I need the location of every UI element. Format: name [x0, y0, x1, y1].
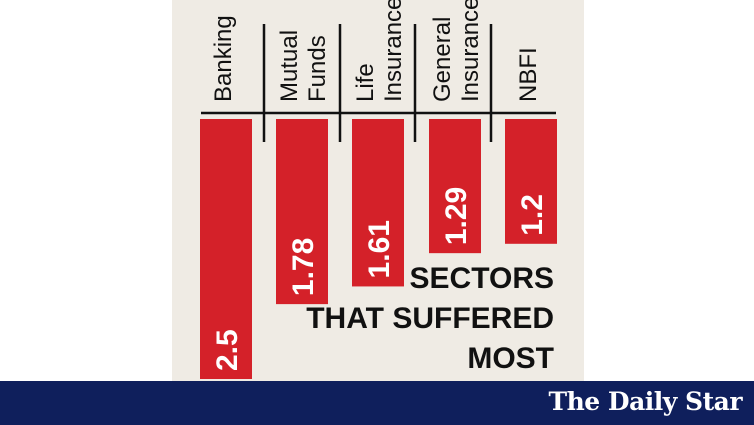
value-label: 1.29 [440, 187, 473, 245]
chart-title-line: SECTORS [410, 262, 554, 295]
bar [276, 119, 328, 305]
category-label: Mutual [276, 30, 303, 102]
value-label: 1.61 [363, 220, 396, 278]
category-label: Funds [304, 35, 331, 102]
category-label: Insurance [457, 0, 484, 102]
category-label: Insurance [380, 0, 407, 102]
bar [200, 119, 252, 379]
category-label: NBFI [515, 47, 542, 102]
value-label: 1.2 [516, 194, 549, 236]
value-label: 1.78 [287, 238, 320, 296]
footer-bar: The Daily Star [0, 381, 754, 425]
category-label: General [429, 17, 456, 102]
category-label: Banking [210, 15, 237, 102]
value-label: 2.5 [211, 329, 244, 371]
bar [352, 119, 404, 287]
bar [429, 119, 481, 254]
chart-title-line: MOST [467, 342, 554, 375]
chart-title-line: THAT SUFFERED [306, 302, 554, 335]
category-label: Life [352, 63, 379, 102]
daily-star-logo: The Daily Star [548, 387, 743, 416]
bar [505, 119, 557, 244]
